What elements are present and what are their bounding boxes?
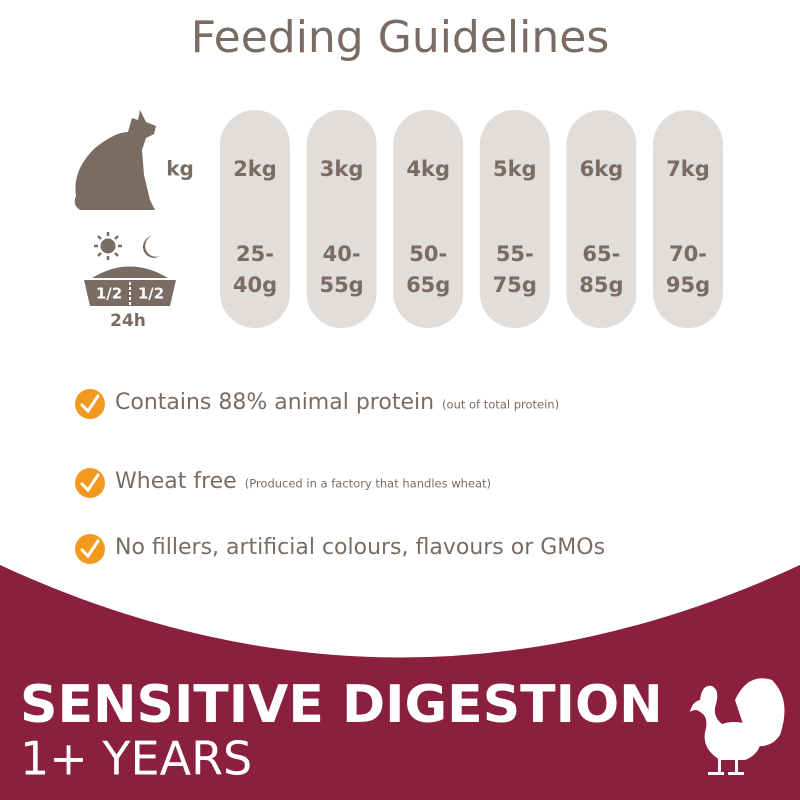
column-amount: 25- xyxy=(236,242,274,266)
check-mark xyxy=(80,473,100,493)
column-weight: 2kg xyxy=(233,157,277,181)
bowl-icon xyxy=(84,232,176,306)
bowl-period: 24h xyxy=(110,311,146,331)
column-amount: 40g xyxy=(233,273,277,297)
benefits: Contains 88% animal protein (out of total… xyxy=(75,389,605,564)
column-pill xyxy=(393,110,464,328)
benefit-text: Wheat free xyxy=(115,469,237,494)
title: Feeding Guidelines xyxy=(191,12,610,63)
check-mark xyxy=(80,539,100,559)
check-mark xyxy=(80,394,100,414)
column-pill xyxy=(566,110,637,328)
column-amount: 40- xyxy=(323,242,361,266)
bowl-left: 1/2 xyxy=(96,285,122,303)
column-weight: 6kg xyxy=(580,157,624,181)
column-amount: 70- xyxy=(669,242,707,266)
column-amount: 50- xyxy=(409,242,447,266)
column-weight: 3kg xyxy=(320,157,364,181)
column-weight: 4kg xyxy=(406,157,450,181)
cat-icon xyxy=(74,110,156,210)
column-amount: 85g xyxy=(579,273,623,297)
column-amount: 55- xyxy=(496,242,534,266)
column-amount: 65- xyxy=(582,242,620,266)
column-amount: 75g xyxy=(493,273,537,297)
banner-background xyxy=(0,565,800,800)
column-amount: 95g xyxy=(666,273,710,297)
turkey-icon xyxy=(690,678,785,775)
benefit-note: (out of total protein) xyxy=(442,398,559,412)
check-circle xyxy=(75,468,105,498)
column-pill xyxy=(653,110,723,328)
benefit-text: Contains 88% animal protein xyxy=(115,390,434,415)
banner-subtitle: 1+ YEARS xyxy=(20,732,252,786)
column-weight: 5kg xyxy=(493,157,537,181)
column-amount: 55g xyxy=(319,273,363,297)
column-pill xyxy=(220,110,290,328)
check-circle xyxy=(75,534,105,564)
bowl-right: 1/2 xyxy=(138,285,164,303)
benefit-note: (Produced in a factory that handles whea… xyxy=(245,477,491,491)
weight-label: kg xyxy=(166,157,194,181)
check-circle xyxy=(75,389,105,419)
columns: 2kg 25- 40g 3kg 40- 55g 4kg 50- 65g 5kg 55- 75g 6kg 6… xyxy=(220,110,723,328)
benefit-text: No fillers, artificial colours, flavours… xyxy=(115,535,605,560)
column-pill xyxy=(479,110,550,328)
column-amount: 65g xyxy=(406,273,450,297)
column-pill xyxy=(306,110,377,328)
banner-title: SENSITIVE DIGESTION xyxy=(20,675,663,735)
column-weight: 7kg xyxy=(666,157,710,181)
